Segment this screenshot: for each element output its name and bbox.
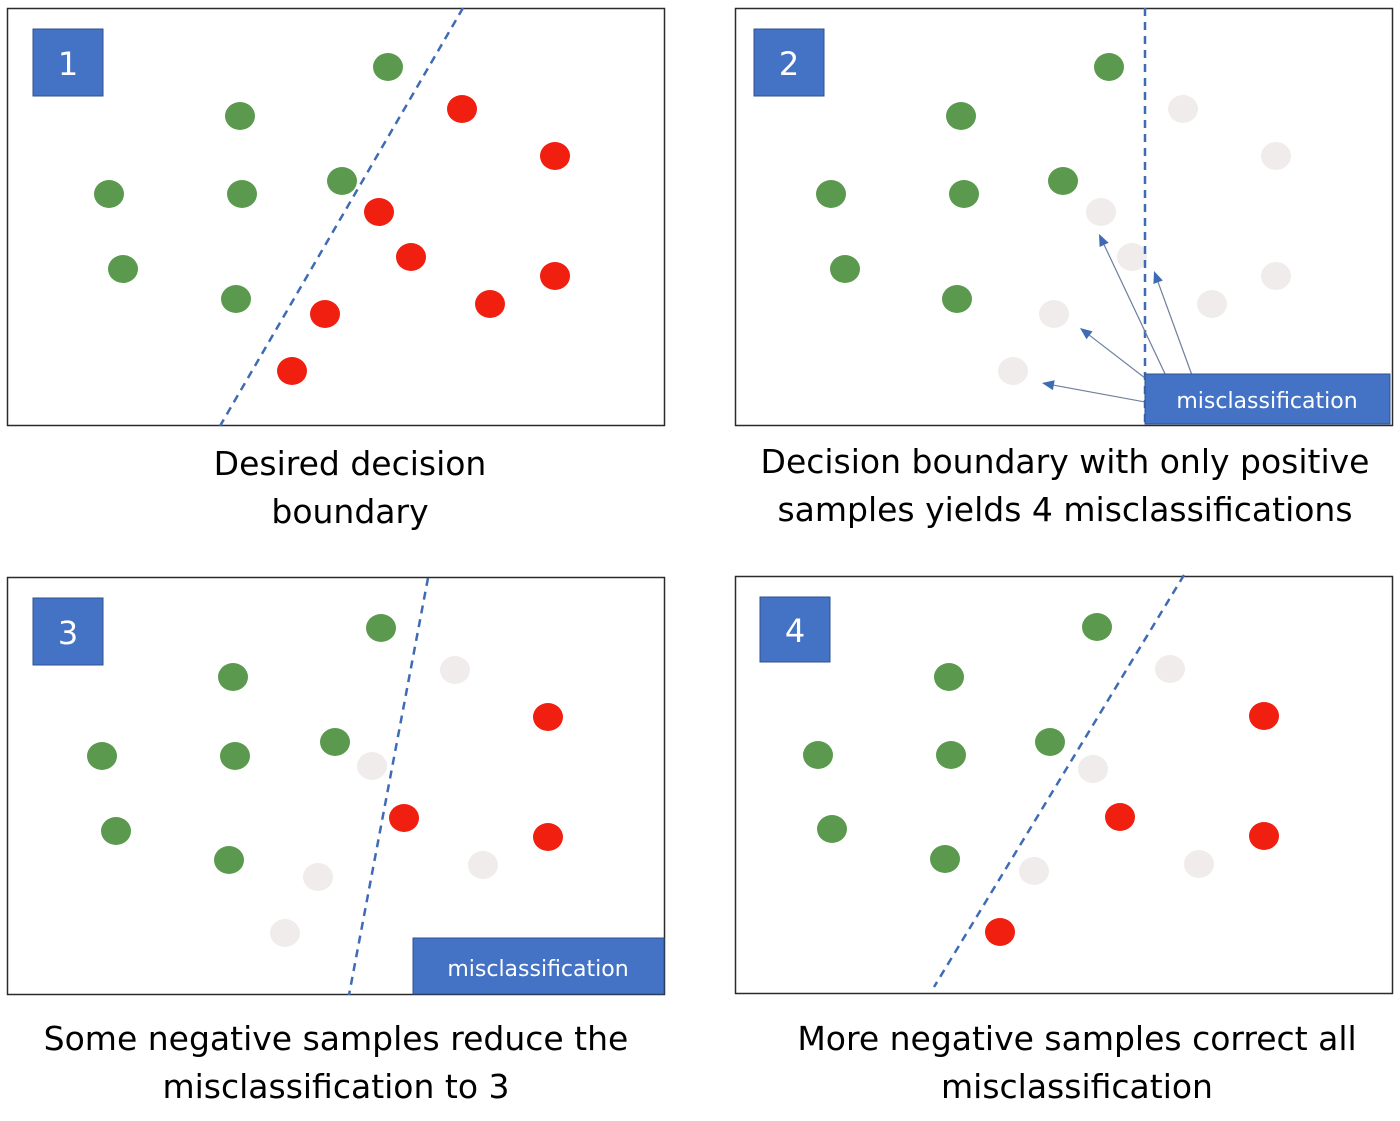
negative-sample xyxy=(447,95,477,123)
unlabeled-sample xyxy=(1155,655,1185,683)
positive-sample xyxy=(817,815,847,843)
panel-1-plot: 1 xyxy=(7,8,665,426)
positive-sample xyxy=(816,180,846,208)
positive-sample xyxy=(227,180,257,208)
step-badge-number: 1 xyxy=(58,45,78,83)
unlabeled-sample xyxy=(1019,857,1049,885)
panel-4-caption: More negative samples correct all miscla… xyxy=(727,1015,1400,1111)
panel-frame xyxy=(8,578,665,995)
panel-4: 4 xyxy=(735,576,1393,994)
panel-3-plot: 3 misclassification xyxy=(7,577,665,995)
panel-3-caption: Some negative samples reduce the misclas… xyxy=(0,1015,686,1111)
positive-sample xyxy=(327,167,357,195)
positive-sample xyxy=(946,102,976,130)
positive-sample xyxy=(87,742,117,770)
panel-frame xyxy=(8,9,665,426)
positive-sample xyxy=(942,285,972,313)
negative-sample xyxy=(277,357,307,385)
positive-sample xyxy=(366,614,396,642)
positive-sample xyxy=(320,728,350,756)
negative-sample xyxy=(310,300,340,328)
negative-sample xyxy=(389,804,419,832)
unlabeled-sample xyxy=(1261,142,1291,170)
unlabeled-sample xyxy=(1039,300,1069,328)
panel-frame xyxy=(736,577,1393,994)
step-badge-number: 4 xyxy=(785,612,805,650)
panel-frame xyxy=(736,9,1393,426)
positive-sample xyxy=(214,846,244,874)
positive-sample xyxy=(949,180,979,208)
positive-sample xyxy=(934,663,964,691)
positive-sample xyxy=(225,102,255,130)
positive-sample xyxy=(803,741,833,769)
negative-sample xyxy=(364,198,394,226)
panel-2: 2 misclassification xyxy=(735,8,1393,426)
negative-sample xyxy=(396,243,426,271)
step-badge-number: 2 xyxy=(779,45,799,83)
panel-3: 3 misclassification xyxy=(7,577,665,995)
unlabeled-sample xyxy=(1184,850,1214,878)
unlabeled-sample xyxy=(468,851,498,879)
negative-sample xyxy=(1105,803,1135,831)
unlabeled-sample xyxy=(1086,198,1116,226)
positive-sample xyxy=(221,285,251,313)
callout-label: misclassification xyxy=(1176,389,1357,414)
caption-line: Decision boundary with only positive xyxy=(715,438,1400,486)
unlabeled-sample xyxy=(270,919,300,947)
caption-line: Some negative samples reduce the xyxy=(0,1015,686,1063)
positive-sample xyxy=(930,845,960,873)
caption-line: samples yields 4 misclassifications xyxy=(715,486,1400,534)
positive-sample xyxy=(220,742,250,770)
step-badge-number: 3 xyxy=(58,614,78,652)
positive-sample xyxy=(373,53,403,81)
panel-2-caption: Decision boundary with only positive sam… xyxy=(715,438,1400,534)
positive-sample xyxy=(218,663,248,691)
panel-4-plot: 4 xyxy=(735,576,1393,994)
positive-sample xyxy=(108,255,138,283)
caption-line: More negative samples correct all xyxy=(727,1015,1400,1063)
unlabeled-sample xyxy=(1117,243,1147,271)
caption-line: misclassification to 3 xyxy=(0,1063,686,1111)
unlabeled-sample xyxy=(1261,262,1291,290)
caption-line: misclassification xyxy=(727,1063,1400,1111)
panel-2-plot: 2 misclassification xyxy=(735,8,1393,426)
negative-sample xyxy=(475,290,505,318)
unlabeled-sample xyxy=(1168,95,1198,123)
positive-sample xyxy=(830,255,860,283)
caption-line: Desired decision xyxy=(0,440,700,488)
unlabeled-sample xyxy=(440,656,470,684)
negative-sample xyxy=(1249,702,1279,730)
unlabeled-sample xyxy=(303,863,333,891)
unlabeled-sample xyxy=(1197,290,1227,318)
positive-sample xyxy=(1048,167,1078,195)
negative-sample xyxy=(533,823,563,851)
negative-sample xyxy=(533,703,563,731)
positive-sample xyxy=(1082,613,1112,641)
negative-sample xyxy=(540,262,570,290)
unlabeled-sample xyxy=(998,357,1028,385)
panel-1-caption: Desired decision boundary xyxy=(0,440,700,536)
positive-sample xyxy=(1094,53,1124,81)
negative-sample xyxy=(540,142,570,170)
positive-sample xyxy=(94,180,124,208)
negative-sample xyxy=(1249,822,1279,850)
callout-label: misclassification xyxy=(447,957,628,982)
positive-sample xyxy=(1035,728,1065,756)
positive-sample xyxy=(936,741,966,769)
negative-sample xyxy=(985,918,1015,946)
positive-sample xyxy=(101,817,131,845)
unlabeled-sample xyxy=(357,752,387,780)
panel-1: 1 xyxy=(7,8,665,426)
unlabeled-sample xyxy=(1078,755,1108,783)
caption-line: boundary xyxy=(0,488,700,536)
